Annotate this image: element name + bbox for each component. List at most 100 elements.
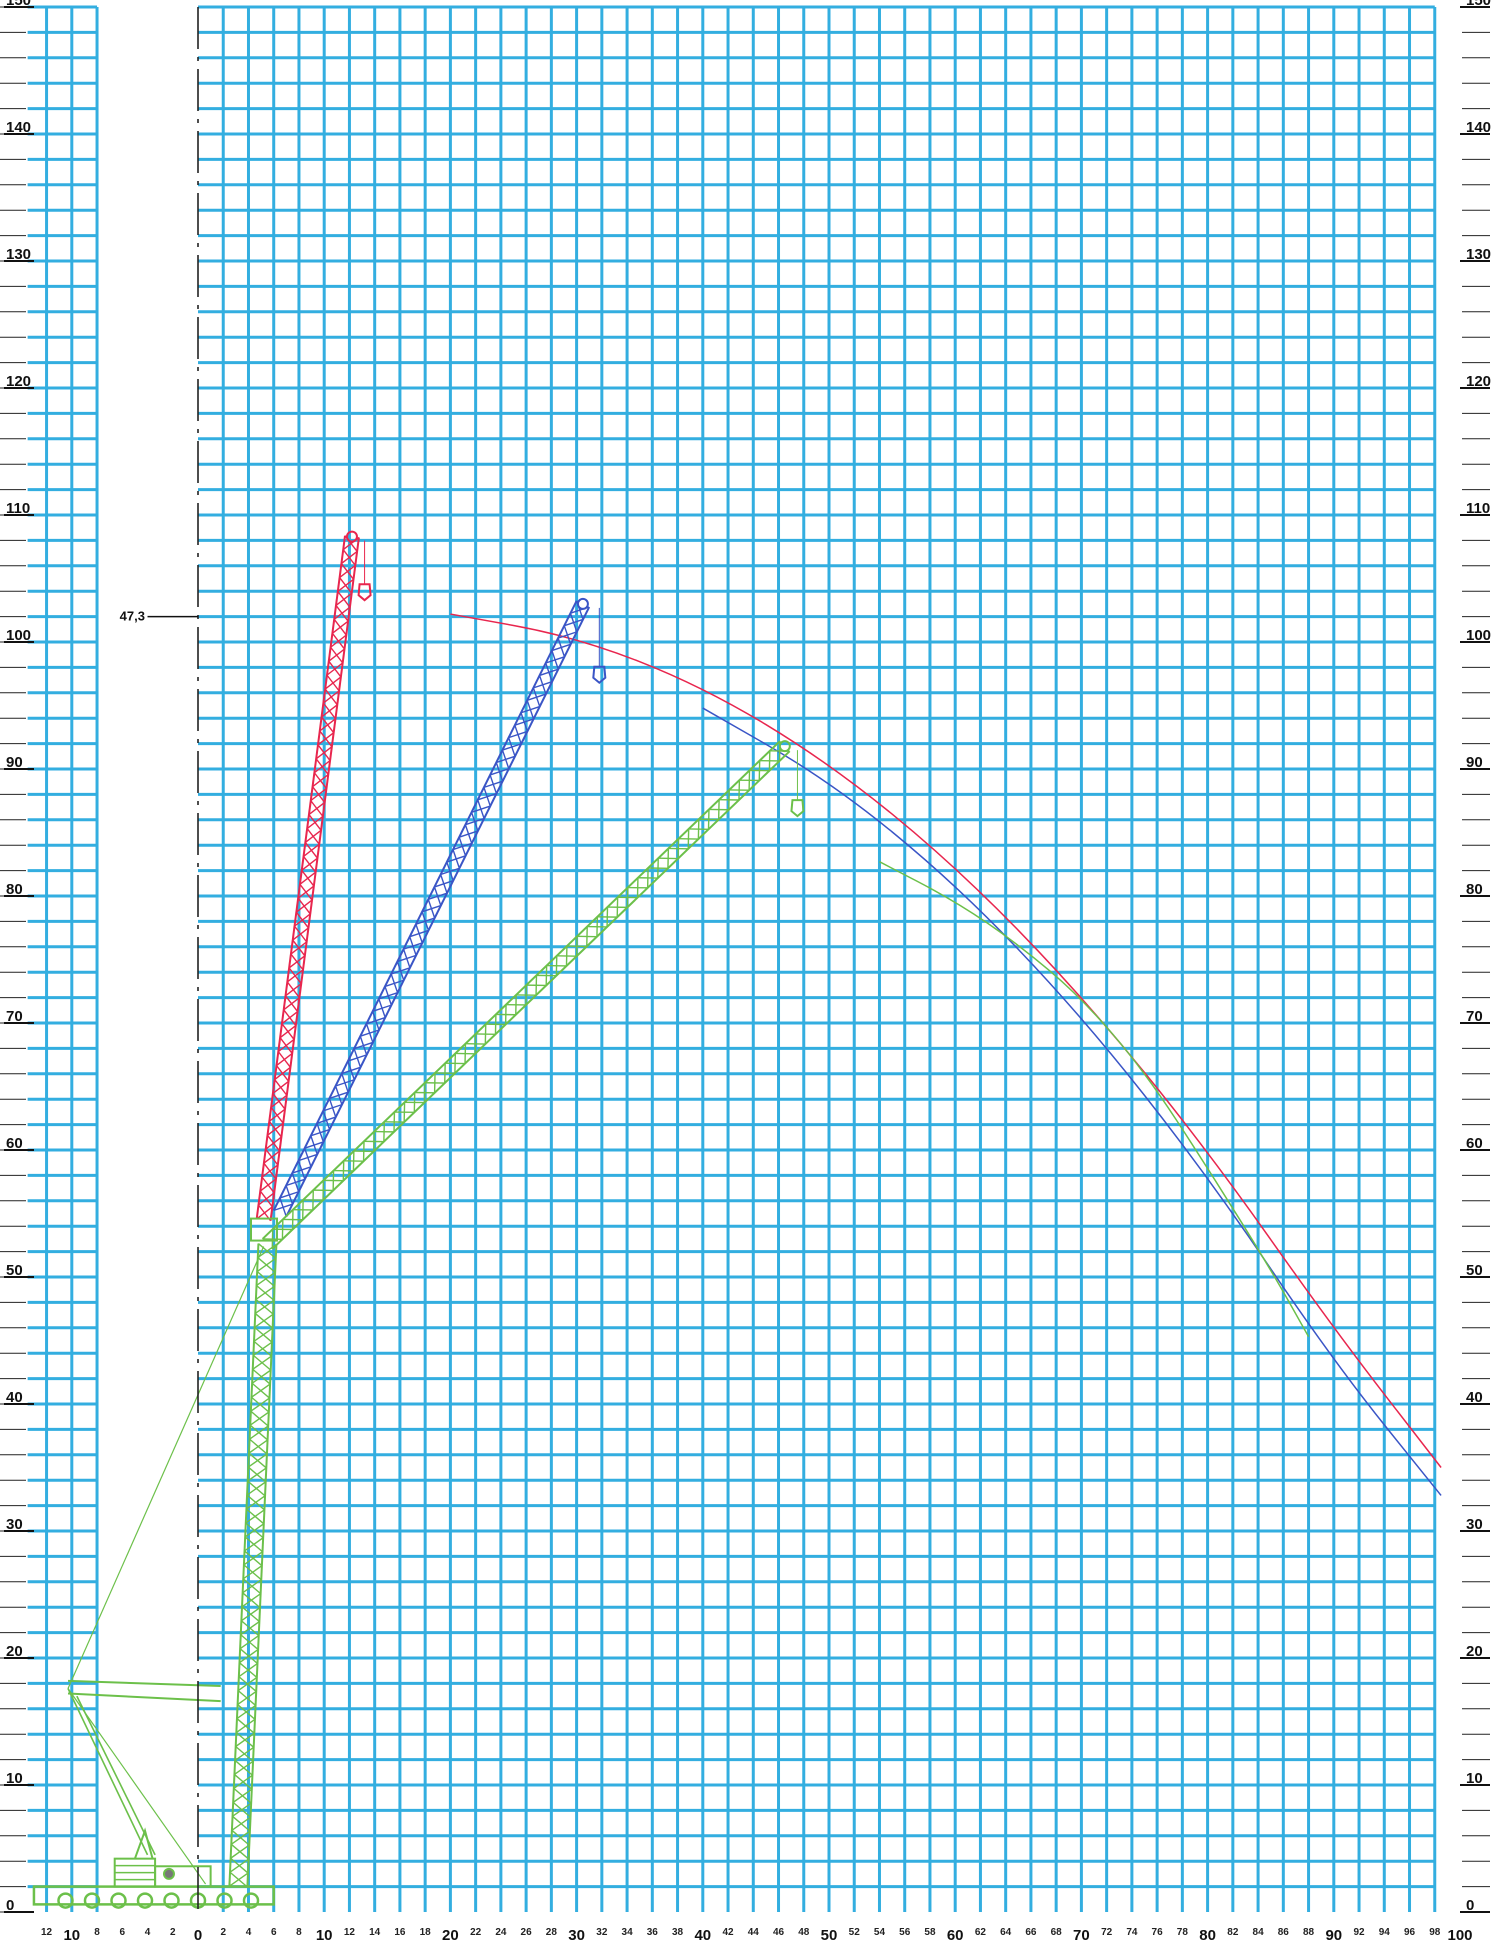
y-tick-label-left: 110 [6, 500, 30, 517]
boom-lacing [299, 871, 317, 885]
boom-lacing [458, 830, 479, 838]
grid [27, 5, 1437, 1912]
boom-lacing [324, 676, 342, 690]
y-tick-label-right: 140 [1466, 119, 1491, 136]
boom-lacing [403, 942, 423, 950]
boom-tip-sheave [576, 597, 589, 610]
x-tick-label-minor: 28 [546, 1927, 558, 1938]
boom-lacing [252, 1355, 272, 1370]
boom-lacing [248, 1439, 268, 1454]
carrier-wheel [57, 1892, 74, 1909]
carrier-wheel [136, 1892, 154, 1909]
x-tick-label-minor: 52 [849, 1927, 861, 1938]
y-tick-label-right: 40 [1466, 1389, 1483, 1406]
boom-lacing [233, 1774, 253, 1789]
boom-chord [271, 750, 791, 1250]
x-tick-label-minor: 54 [874, 1927, 886, 1938]
boom-lacing [446, 855, 466, 863]
x-tick-label-minor: 8 [94, 1927, 100, 1938]
boom-lacing [250, 1397, 270, 1412]
boom-lacing [331, 620, 349, 634]
boom-lacing [247, 1453, 268, 1468]
boom-lacing [277, 1038, 295, 1053]
boom-lacing [242, 1579, 262, 1594]
y-tick-label-right: 20 [1466, 1643, 1483, 1660]
x-tick-label-minor: 32 [596, 1927, 608, 1938]
boom-lacing [256, 1257, 277, 1273]
boom-lacing [231, 1816, 251, 1831]
booms [228, 530, 805, 1888]
boom-lacing [328, 648, 345, 662]
boom-lacing [415, 917, 435, 925]
boom-lacing [252, 1341, 273, 1356]
boom-lacing [240, 1621, 260, 1636]
boom-lacing [483, 780, 503, 789]
red-boom [255, 530, 372, 1222]
boom-lacing [244, 1523, 265, 1538]
boom-chord [272, 600, 578, 1211]
y-tick-label-left: 20 [6, 1643, 23, 1660]
boom-lacing [294, 913, 311, 927]
x-tick-label-minor: 36 [647, 1927, 659, 1938]
boom-tip-sheave [345, 530, 358, 543]
boom-lacing [255, 1285, 275, 1301]
boom-lacing [564, 618, 584, 627]
boom-lacing [245, 1509, 265, 1524]
carrier-wheel [216, 1892, 233, 1909]
boom-lacing [237, 1676, 258, 1692]
boom-chord [285, 606, 591, 1218]
green-boom [261, 740, 805, 1250]
y-tick-label-right: 100 [1466, 627, 1491, 644]
y-tick-label-left: 120 [6, 373, 31, 390]
boom-lacing [329, 1091, 349, 1100]
y-tick-label-left: 0 [6, 1897, 14, 1914]
boom-lacing [257, 1243, 277, 1259]
boom-lacing [295, 899, 313, 913]
boom-lacing [489, 768, 510, 776]
boom-lacing [256, 1206, 273, 1220]
back-stay [76, 1695, 156, 1856]
x-tick-label-minor: 48 [798, 1927, 810, 1938]
pendant-line [67, 1246, 265, 1689]
crane-structure [32, 1217, 279, 1909]
boom-lacing [301, 857, 318, 871]
blue-boom [272, 597, 607, 1218]
boom-lacing [409, 929, 429, 938]
x-tick-label-minor: 78 [1177, 1927, 1189, 1938]
x-tick-label-major: 10 [63, 1927, 80, 1944]
boom-lacing [496, 755, 516, 764]
x-tick-label-minor: 42 [722, 1927, 734, 1938]
boom-lacing [235, 1732, 255, 1748]
red-range-curve [450, 613, 1442, 1468]
x-tick-label-minor: 14 [369, 1927, 381, 1938]
boom-lacing [310, 787, 327, 802]
boom-lacing [308, 801, 326, 816]
boom-lacing [321, 704, 338, 718]
boom-lacing [279, 1024, 297, 1039]
hook-block-icon [790, 799, 805, 818]
y-tick-label-right: 0 [1466, 1897, 1474, 1914]
x-tick-label-minor: 56 [899, 1927, 911, 1938]
x-tick-label-minor: 66 [1025, 1927, 1037, 1938]
x-tick-label-minor: 6 [119, 1927, 125, 1938]
y-tick-label-left: 70 [6, 1008, 23, 1025]
boom-lacing [254, 1313, 274, 1328]
boom-lacing [304, 829, 322, 844]
boom-lacing [557, 631, 578, 639]
boom-lacing [465, 817, 485, 826]
boom-lacing [319, 718, 336, 732]
x-tick-label-minor: 98 [1429, 1927, 1441, 1938]
x-tick-label-major: 50 [821, 1927, 838, 1944]
boom-lacing [551, 643, 571, 652]
boom-lacing [378, 992, 398, 1000]
boom-lacing [353, 1041, 374, 1050]
boom-lacing [337, 578, 354, 593]
x-tick-label-major: 90 [1325, 1927, 1342, 1944]
x-tick-label-minor: 38 [672, 1927, 684, 1938]
boom-lacing [304, 1141, 324, 1149]
boom-lacing [397, 954, 417, 963]
boom-lacing [251, 1369, 272, 1384]
boom-lacing [339, 564, 356, 579]
boom-lacing [268, 1108, 286, 1122]
